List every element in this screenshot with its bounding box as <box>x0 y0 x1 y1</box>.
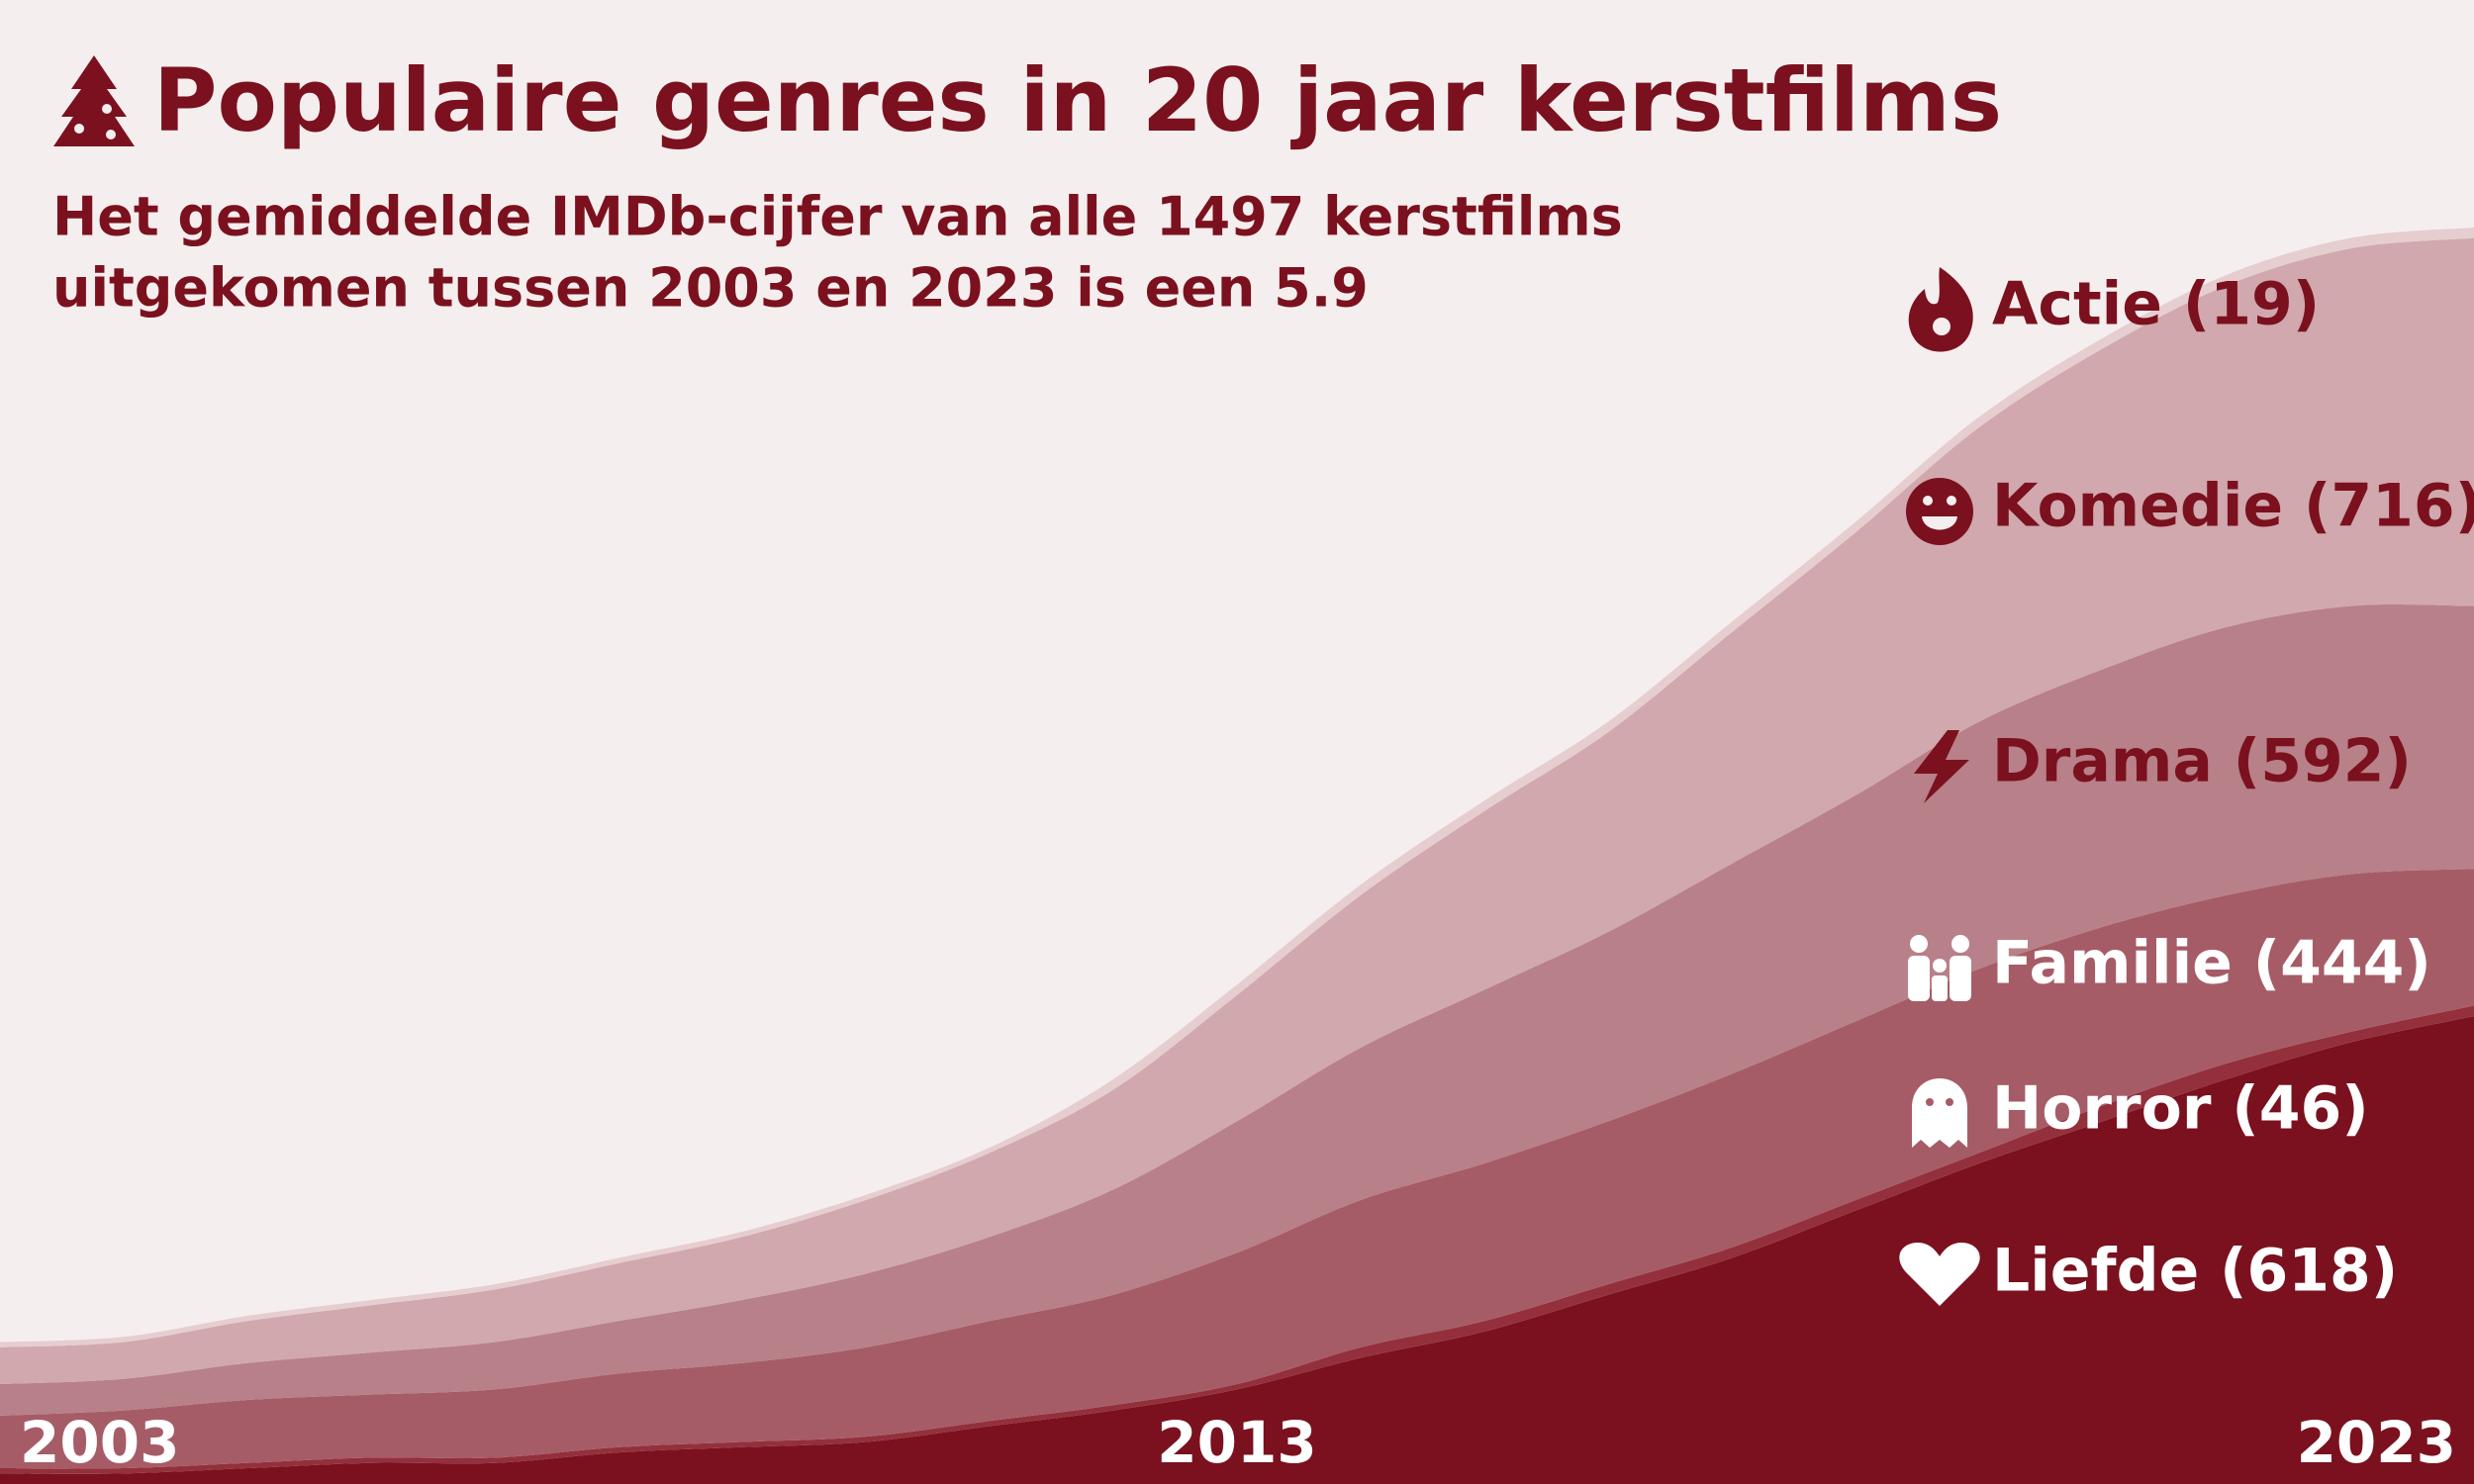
icon-actie <box>1908 267 1973 352</box>
areas <box>0 228 2474 1484</box>
chart-subtitle: uitgekomen tussen 2003 en 2023 is een 5.… <box>52 257 1369 320</box>
area <box>0 604 2474 1416</box>
legend-label: Actie (19) <box>1992 270 2320 339</box>
legend-label: Drama (592) <box>1992 727 2412 796</box>
legend: Actie (19) Komedie (716) Drama (592) Famili… <box>1992 270 2474 1306</box>
icon-familie <box>1908 935 1971 1001</box>
legend-label: Komedie (716) <box>1992 472 2474 541</box>
icon-drama <box>1914 730 1969 803</box>
area <box>0 237 2474 1385</box>
legend-label: Horror (46) <box>1992 1074 2369 1144</box>
x-tick-label: 2003 <box>20 1409 179 1476</box>
icon-komedie <box>1906 478 1973 545</box>
icon-liefde <box>1899 1243 1980 1306</box>
chart-subtitle: Het gemiddelde IMDb-cijfer van alle 1497… <box>52 186 1623 248</box>
chart-title: Populaire genres in 20 jaar kerstfilms <box>153 49 2002 151</box>
legend-label: Familie (444) <box>1992 929 2431 998</box>
legend-label: Liefde (618) <box>1992 1237 2398 1306</box>
area <box>0 1016 2474 1484</box>
x-tick-label: 2023 <box>2297 1409 2456 1476</box>
x-tick-label: 2013 <box>1157 1409 1316 1476</box>
tree-icon <box>53 55 135 146</box>
area <box>0 869 2474 1469</box>
icon-horror <box>1912 1078 1967 1148</box>
